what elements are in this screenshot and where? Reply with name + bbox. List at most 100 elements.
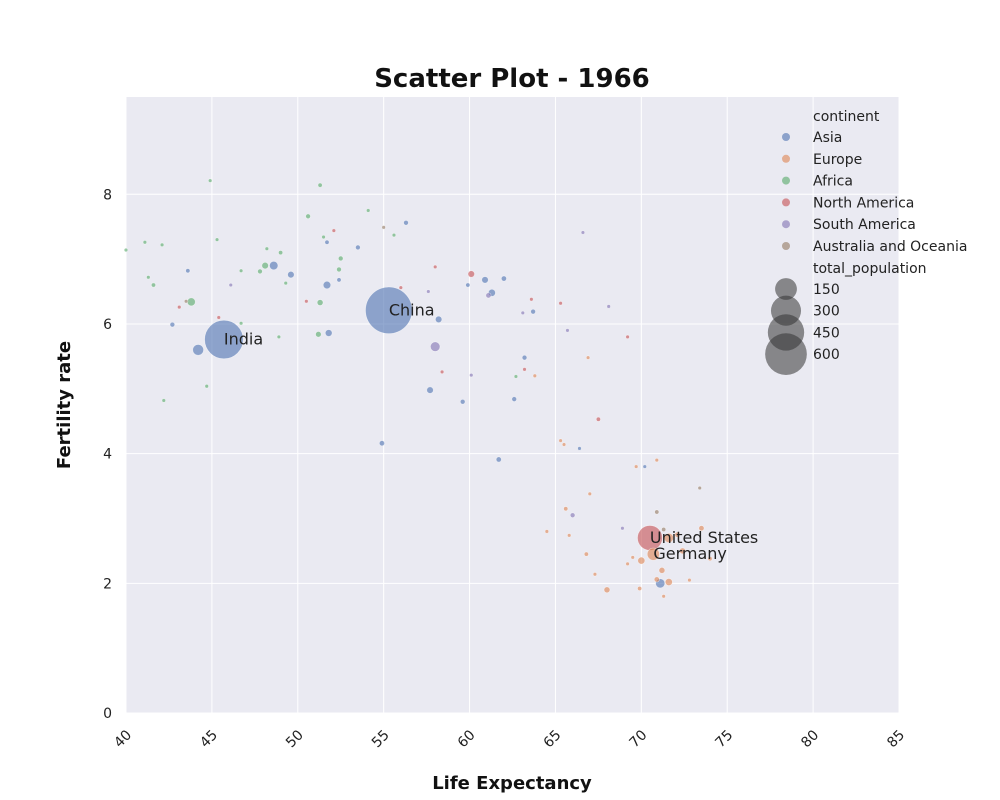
y-tick-label: 2 bbox=[103, 576, 112, 592]
data-point bbox=[324, 239, 330, 245]
data-point bbox=[661, 527, 667, 532]
data-point bbox=[585, 355, 591, 360]
x-tick-label: 55 bbox=[369, 727, 393, 751]
data-point bbox=[381, 225, 386, 230]
x-axis-ticks: 40 45 50 55 60 65 70 75 80 85 bbox=[111, 727, 908, 751]
data-point bbox=[565, 328, 570, 333]
data-point bbox=[606, 304, 611, 309]
data-point bbox=[439, 369, 445, 375]
data-point bbox=[204, 319, 244, 360]
data-point bbox=[336, 277, 342, 283]
data-point bbox=[379, 440, 385, 447]
data-point bbox=[707, 556, 713, 562]
data-point bbox=[467, 270, 475, 278]
x-axis-label: Life Expectancy bbox=[432, 773, 592, 794]
data-point bbox=[264, 246, 269, 251]
data-point bbox=[283, 280, 288, 286]
data-point bbox=[500, 275, 507, 282]
data-point bbox=[391, 233, 397, 238]
data-point bbox=[338, 255, 344, 262]
data-point bbox=[430, 341, 441, 352]
data-point bbox=[558, 301, 563, 306]
data-point bbox=[186, 297, 196, 307]
x-tick-label: 45 bbox=[197, 727, 221, 751]
legend-label: Africa bbox=[813, 174, 853, 190]
annotation-label: India bbox=[224, 330, 263, 349]
data-point bbox=[355, 244, 361, 251]
data-point bbox=[529, 297, 534, 302]
y-axis-ticks: 0 2 4 6 8 bbox=[103, 187, 112, 722]
legend-label: South America bbox=[813, 217, 916, 233]
data-point bbox=[315, 331, 322, 338]
x-tick-label: 80 bbox=[798, 727, 822, 751]
data-point bbox=[630, 555, 635, 560]
data-point bbox=[563, 506, 569, 512]
data-point bbox=[620, 526, 625, 531]
data-point bbox=[269, 261, 279, 271]
data-point bbox=[511, 396, 517, 402]
data-point bbox=[465, 282, 471, 288]
data-point bbox=[530, 308, 536, 315]
data-point bbox=[687, 577, 692, 583]
data-point bbox=[561, 442, 567, 447]
x-tick-label: 60 bbox=[455, 727, 479, 751]
data-point bbox=[276, 334, 281, 340]
data-point bbox=[336, 266, 342, 273]
data-point bbox=[544, 529, 549, 534]
legend-marker bbox=[782, 176, 790, 185]
legend-size-marker bbox=[765, 333, 807, 375]
data-point bbox=[261, 261, 269, 270]
data-point bbox=[426, 386, 434, 394]
data-point bbox=[304, 299, 309, 304]
data-point bbox=[592, 572, 598, 577]
x-tick-label: 40 bbox=[111, 727, 135, 751]
data-point bbox=[459, 399, 466, 405]
data-point bbox=[366, 208, 371, 213]
data-point bbox=[161, 398, 166, 403]
data-point bbox=[642, 464, 647, 469]
legend-label: North America bbox=[813, 195, 914, 211]
data-point bbox=[321, 234, 326, 240]
data-point bbox=[238, 321, 244, 326]
data-point bbox=[177, 304, 182, 310]
data-point bbox=[674, 531, 681, 538]
data-point bbox=[204, 384, 209, 389]
data-point bbox=[495, 456, 502, 463]
data-point bbox=[481, 276, 489, 284]
data-point bbox=[123, 247, 129, 253]
data-point bbox=[625, 334, 630, 340]
data-point bbox=[646, 547, 660, 561]
data-point bbox=[485, 292, 492, 299]
data-point bbox=[365, 286, 413, 334]
plot-area bbox=[126, 97, 899, 713]
data-point bbox=[278, 250, 284, 256]
legend-size-label: 450 bbox=[813, 325, 840, 341]
legend-size-label: 150 bbox=[813, 282, 840, 298]
data-point bbox=[634, 464, 639, 469]
annotation-label: Germany bbox=[653, 544, 727, 563]
data-point bbox=[185, 268, 191, 274]
data-point bbox=[698, 525, 705, 532]
data-point bbox=[317, 182, 323, 188]
legend-label: Australia and Oceania bbox=[813, 239, 967, 255]
legend-marker bbox=[782, 220, 790, 229]
data-point bbox=[322, 280, 332, 290]
x-tick-label: 70 bbox=[627, 727, 651, 751]
data-point bbox=[324, 329, 333, 337]
data-point bbox=[426, 289, 431, 294]
data-point bbox=[603, 586, 611, 594]
y-tick-label: 8 bbox=[103, 187, 112, 203]
legend: continent Asia Europe Africa North America S… bbox=[765, 109, 967, 375]
data-point bbox=[433, 264, 438, 269]
data-point bbox=[587, 491, 592, 496]
data-point bbox=[637, 586, 643, 591]
data-point bbox=[521, 354, 528, 361]
data-point bbox=[567, 533, 572, 538]
legend-label: Europe bbox=[813, 152, 862, 168]
data-point bbox=[532, 373, 537, 378]
y-tick-label: 4 bbox=[103, 447, 112, 463]
legend-size-title: total_population bbox=[813, 261, 927, 277]
data-point bbox=[287, 271, 295, 279]
